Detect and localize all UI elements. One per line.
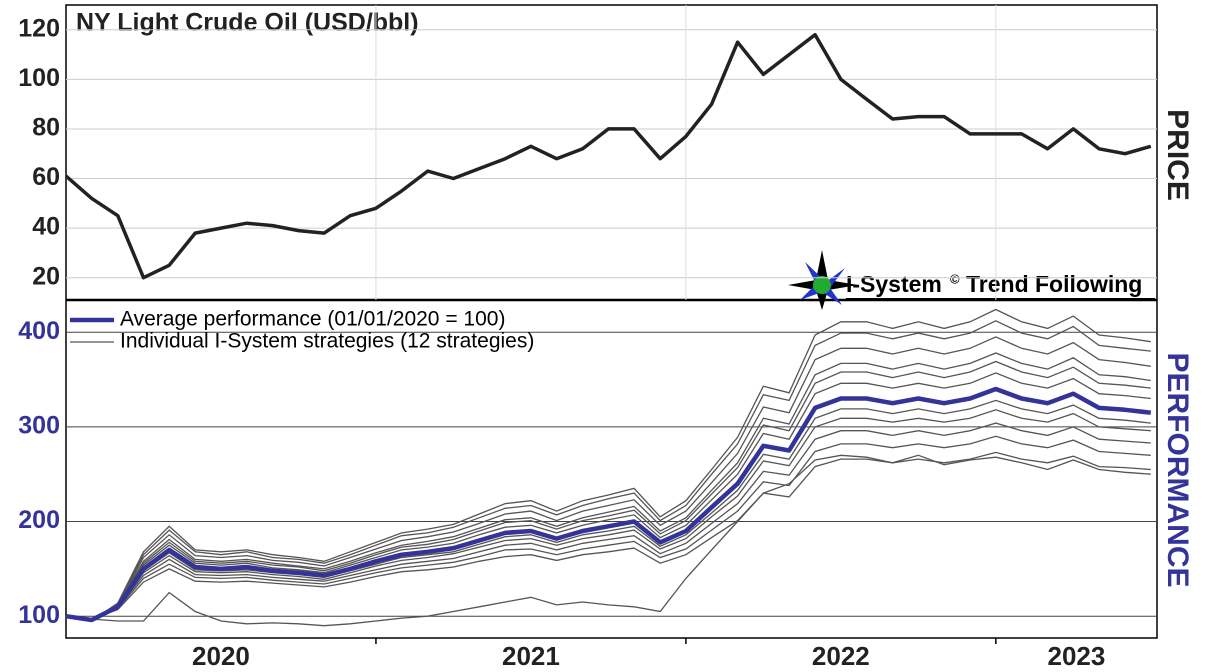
- strategy-line: [65, 454, 1151, 627]
- chart-title: NY Light Crude Oil (USD/bbl): [76, 9, 419, 37]
- strategy-line: [65, 422, 1151, 620]
- price-line: [64, 32, 1152, 280]
- y-tick-label: 400: [18, 317, 60, 345]
- x-tick-label: 2020: [192, 641, 250, 671]
- logo-tagline: Trend Following: [966, 271, 1142, 297]
- strategy-line: [65, 409, 1151, 621]
- y-tick-label: 300: [18, 411, 60, 439]
- y-tick-label: 40: [32, 213, 60, 241]
- y-tick-label: 120: [18, 14, 60, 42]
- performance-axis-label: PERFORMANCE: [1161, 352, 1194, 587]
- strategy-line: [65, 399, 1151, 621]
- y-tick-label: 80: [32, 114, 60, 142]
- legend-label: Average performance (01/01/2020 = 100): [120, 308, 505, 331]
- strategy-line: [65, 320, 1151, 622]
- strategy-line: [65, 451, 1151, 620]
- legend-label: Individual I-System strategies (12 strat…: [120, 330, 534, 353]
- x-tick-label: 2022: [812, 641, 870, 671]
- y-tick-label: 100: [18, 601, 60, 629]
- y-tick-label: 100: [18, 64, 60, 92]
- strategy-line: [65, 360, 1151, 621]
- x-tick-label: 2021: [502, 641, 560, 671]
- average-line: [65, 386, 1152, 623]
- strategy-line: [65, 372, 1151, 621]
- plot-frame: [65, 4, 1158, 639]
- strategy-line: [65, 308, 1151, 622]
- y-tick-label: 200: [18, 506, 60, 534]
- y-tick-label: 60: [32, 163, 60, 191]
- strategy-line: [65, 336, 1151, 622]
- logo-icon: [788, 250, 858, 310]
- x-tick-label: 2023: [1047, 641, 1105, 671]
- logo-name: I-System: [846, 271, 942, 297]
- strategy-line: [65, 352, 1151, 622]
- logo-mark: ©: [950, 271, 960, 286]
- strategy-line: [65, 435, 1151, 620]
- price-axis-label: PRICE: [1161, 109, 1194, 201]
- y-tick-label: 20: [32, 262, 60, 290]
